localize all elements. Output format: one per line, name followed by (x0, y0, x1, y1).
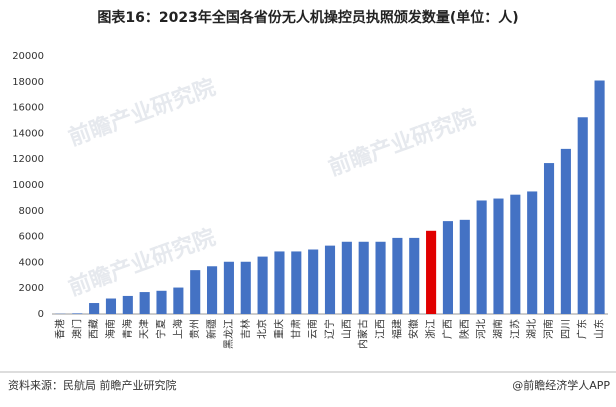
x-tick-label: 香港 (54, 319, 66, 339)
source: 资料来源：民航局 前瞻产业研究院 (8, 378, 177, 392)
bar (493, 198, 504, 314)
x-tick-label: 江西 (375, 319, 387, 339)
y-tick-label: 16000 (12, 103, 44, 114)
x-tick-label: 山西 (341, 319, 353, 339)
x-tick-label: 福建 (390, 319, 403, 339)
y-tick-label: 4000 (19, 257, 44, 268)
x-tick-label: 海南 (104, 319, 117, 339)
watermark: 前瞻产业研究院 (65, 74, 219, 151)
bar (240, 261, 251, 314)
bar (459, 219, 470, 314)
bar (510, 194, 521, 314)
bar (156, 290, 167, 314)
bar (409, 237, 420, 314)
x-tick-label: 江苏 (508, 319, 521, 339)
x-tick-label: 重庆 (272, 319, 285, 339)
bar (375, 241, 386, 314)
x-tick-label: 青海 (121, 319, 134, 339)
bar (89, 303, 100, 314)
x-tick-label: 河北 (476, 319, 488, 339)
watermark: 前瞻产业研究院 (325, 104, 479, 181)
x-tick-label: 安徽 (407, 319, 420, 339)
x-tick-label: 辽宁 (323, 319, 336, 339)
bar (543, 163, 555, 314)
chart-title: 图表16：2023年全国各省份无人机操控员执照颁发数量(单位：人) (97, 9, 518, 26)
bar (173, 287, 184, 314)
bar (392, 237, 403, 314)
x-tick-label: 河南 (542, 319, 555, 339)
x-tick-label: 湖南 (491, 319, 504, 339)
x-tick-label: 澳门 (70, 319, 83, 339)
bar (442, 221, 453, 314)
x-tick-label: 北京 (256, 319, 269, 339)
bar (341, 241, 352, 314)
x-tick-label: 吉林 (239, 319, 252, 339)
bar (72, 313, 83, 314)
x-tick-label: 甘肃 (289, 319, 302, 339)
bar (223, 261, 234, 314)
x-tick-label: 四川 (561, 319, 572, 339)
bar (594, 80, 605, 314)
y-tick-label: 8000 (19, 206, 44, 217)
x-tick-label: 宁夏 (155, 319, 168, 339)
y-tick-label: 6000 (19, 232, 44, 243)
x-tick-label: 广东 (576, 319, 589, 339)
bar (527, 191, 538, 314)
bar (139, 292, 150, 314)
bar (122, 295, 133, 314)
bar (560, 148, 571, 314)
bar (105, 298, 117, 314)
bar (426, 230, 437, 314)
credit: @前瞻经济学人APP (512, 378, 610, 392)
x-tick-label: 广西 (442, 319, 454, 339)
x-tick-label: 黑龙江 (222, 319, 235, 349)
x-tick-label: 浙江 (425, 319, 437, 339)
bar (476, 200, 487, 314)
x-tick-label: 云南 (306, 319, 319, 339)
x-tick-label: 山东 (593, 319, 606, 339)
bar (308, 249, 319, 314)
y-tick-label: 12000 (12, 154, 44, 165)
y-tick-label: 20000 (12, 51, 44, 62)
bar (291, 251, 302, 314)
bar (190, 270, 201, 314)
bar (274, 251, 285, 314)
x-tick-label: 内蒙古 (357, 319, 370, 349)
y-tick-label: 0 (38, 309, 44, 320)
bar (257, 256, 268, 314)
bar (358, 241, 369, 314)
y-tick-label: 10000 (12, 180, 44, 191)
y-tick-label: 2000 (19, 283, 44, 294)
bar (207, 266, 218, 314)
y-tick-label: 14000 (12, 128, 44, 139)
x-tick-label: 新疆 (205, 319, 218, 339)
x-tick-label: 贵州 (188, 319, 201, 339)
y-tick-label: 18000 (12, 77, 44, 88)
x-tick-label: 陕西 (458, 319, 471, 339)
bar (324, 245, 336, 314)
x-tick-label: 上海 (171, 319, 184, 339)
bar (577, 117, 588, 315)
x-tick-label: 天津 (139, 319, 151, 339)
x-tick-label: 湖北 (526, 319, 538, 339)
x-tick-label: 西藏 (88, 319, 100, 339)
